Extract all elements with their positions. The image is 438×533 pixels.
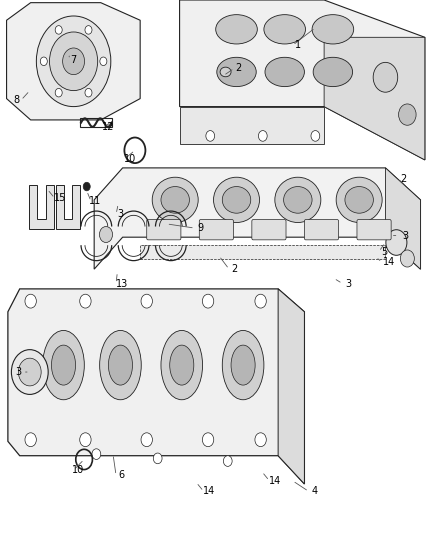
Ellipse shape [284,187,312,213]
Ellipse shape [231,345,255,385]
Ellipse shape [223,330,264,400]
Ellipse shape [161,187,190,213]
Circle shape [11,350,48,394]
Ellipse shape [217,57,256,86]
Ellipse shape [42,330,84,400]
Circle shape [85,26,92,34]
Text: 9: 9 [198,223,204,233]
Ellipse shape [170,345,194,385]
Ellipse shape [215,15,257,44]
Text: 1: 1 [295,41,301,50]
Ellipse shape [313,57,353,86]
FancyBboxPatch shape [199,220,233,240]
Text: 8: 8 [14,95,20,105]
Circle shape [100,57,107,66]
Circle shape [255,433,266,447]
Circle shape [25,294,36,308]
Circle shape [99,227,113,243]
Text: 2: 2 [231,264,237,274]
Text: 3: 3 [117,209,124,219]
Text: 6: 6 [119,471,125,480]
Circle shape [55,88,62,97]
Ellipse shape [213,177,259,223]
Text: 14: 14 [269,476,281,486]
Text: 14: 14 [203,487,215,496]
Ellipse shape [222,187,251,213]
FancyBboxPatch shape [252,220,286,240]
Circle shape [399,104,416,125]
FancyBboxPatch shape [147,220,181,240]
Circle shape [83,182,90,191]
Circle shape [255,294,266,308]
Circle shape [153,453,162,464]
Polygon shape [7,3,140,120]
Ellipse shape [275,177,321,223]
Circle shape [202,294,214,308]
FancyBboxPatch shape [357,220,391,240]
Circle shape [141,294,152,308]
Circle shape [258,131,267,141]
Circle shape [40,57,47,66]
Polygon shape [8,289,304,484]
Circle shape [85,88,92,97]
Circle shape [206,131,215,141]
Ellipse shape [336,177,382,223]
Ellipse shape [265,57,304,86]
Circle shape [141,433,152,447]
Text: 10: 10 [124,154,137,164]
Circle shape [80,294,91,308]
Polygon shape [180,0,425,160]
Polygon shape [324,37,425,160]
Circle shape [311,131,320,141]
Polygon shape [278,289,304,484]
Ellipse shape [220,67,231,77]
Polygon shape [180,107,324,144]
Ellipse shape [345,187,373,213]
Polygon shape [94,168,420,269]
Circle shape [80,433,91,447]
Circle shape [223,456,232,466]
Polygon shape [140,245,385,259]
Text: 12: 12 [102,122,115,132]
Text: 2: 2 [400,174,406,183]
Text: 3: 3 [345,279,351,288]
Circle shape [25,433,36,447]
Text: 11: 11 [89,197,102,206]
Circle shape [373,62,398,92]
Circle shape [400,250,414,267]
Text: 3: 3 [15,367,21,377]
Circle shape [55,26,62,34]
FancyBboxPatch shape [304,220,339,240]
Ellipse shape [51,345,75,385]
Text: 2: 2 [236,63,242,73]
Circle shape [18,358,41,386]
Text: 7: 7 [71,55,77,64]
Circle shape [63,48,85,75]
Text: 5: 5 [381,247,388,256]
Text: 14: 14 [383,257,395,267]
Circle shape [202,433,214,447]
Polygon shape [56,185,80,229]
Text: 15: 15 [54,193,67,203]
Polygon shape [385,168,420,269]
Ellipse shape [152,177,198,223]
Text: 3: 3 [402,231,408,240]
Ellipse shape [108,345,132,385]
Ellipse shape [264,15,305,44]
Circle shape [386,230,407,255]
Text: 4: 4 [311,487,318,496]
Ellipse shape [161,330,202,400]
Circle shape [36,16,111,107]
Ellipse shape [312,15,354,44]
Circle shape [92,449,101,459]
Text: 13: 13 [116,279,128,288]
Ellipse shape [100,330,141,400]
Circle shape [49,32,98,91]
Text: 10: 10 [72,465,84,475]
Polygon shape [29,185,54,229]
